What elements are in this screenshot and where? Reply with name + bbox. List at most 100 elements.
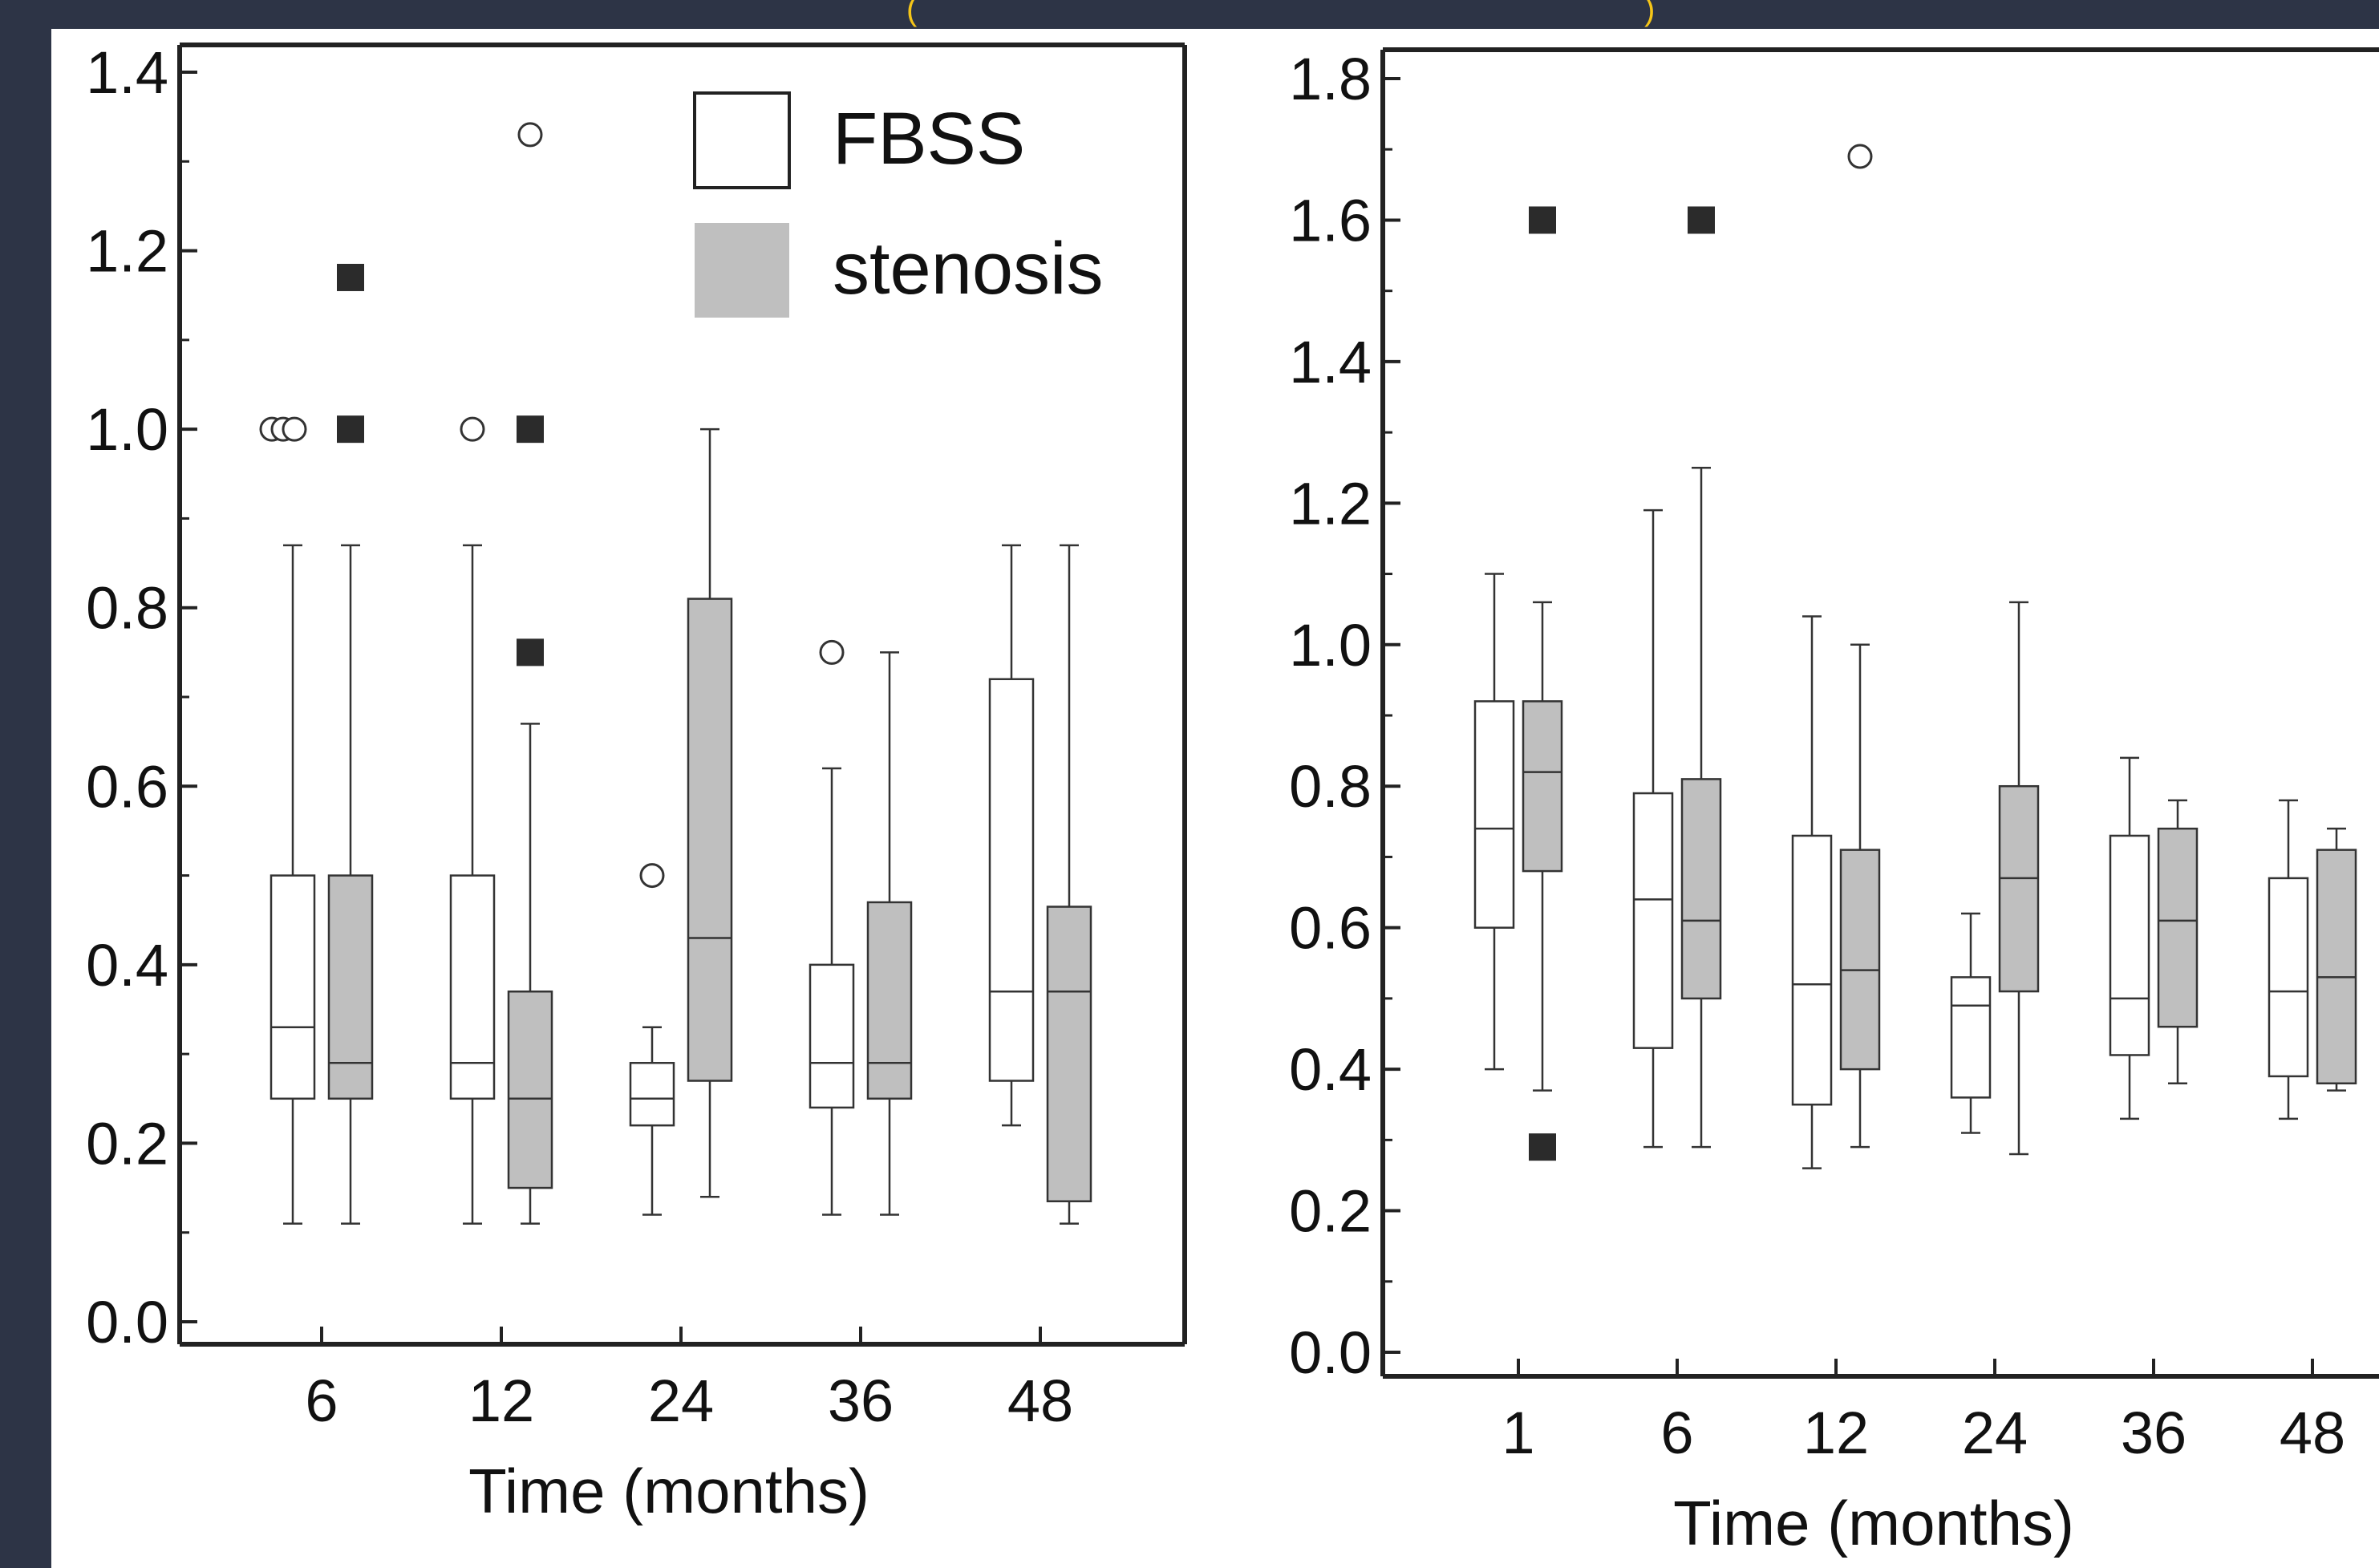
box-iqr <box>687 598 733 1082</box>
box-iqr <box>327 874 374 1100</box>
outlier-point <box>819 639 845 665</box>
box-FBSS-12 <box>1791 615 1833 1169</box>
box-stenosis-6 <box>327 263 374 1225</box>
box-iqr <box>629 1062 675 1127</box>
box-FBSS-36 <box>809 639 855 1216</box>
box-iqr <box>1998 784 2040 993</box>
legend: FBSS stenosis <box>693 91 1104 318</box>
box-iqr <box>1950 976 1992 1099</box>
box-stenosis-12 <box>1839 144 1881 1149</box>
box-stenosis-12 <box>507 122 553 1225</box>
banner-paren-close: ) <box>1644 0 1656 27</box>
box-FBSS-6 <box>1632 508 1674 1149</box>
box-FBSS-36 <box>2109 756 2150 1120</box>
box-iqr <box>1839 849 1881 1071</box>
box-iqr <box>809 963 855 1109</box>
box-iqr <box>2109 834 2150 1056</box>
box-iqr <box>866 901 913 1100</box>
box-stenosis-1 <box>1522 206 1563 1161</box>
box-stenosis-48 <box>1046 544 1092 1225</box>
x-tick-label: 6 <box>305 1367 338 1434</box>
y-tick-label: 0.2 <box>1289 1178 1372 1245</box>
box-stenosis-48 <box>2316 827 2357 1092</box>
x-tick-label: 36 <box>828 1367 894 1434</box>
box-iqr <box>2316 849 2357 1085</box>
box-stenosis-24 <box>687 427 733 1198</box>
x-tick-label: 24 <box>648 1367 714 1434</box>
box-FBSS-24 <box>629 863 675 1216</box>
x-axis-label: Time (months) <box>468 1456 869 1526</box>
box-stenosis-36 <box>2157 799 2199 1085</box>
box-stenosis-24 <box>1998 601 2040 1156</box>
top-banner: ( ) <box>0 0 2379 29</box>
legend-label-FBSS: FBSS <box>833 98 1025 180</box>
y-tick-label: 1.6 <box>1289 187 1372 253</box>
extreme-point <box>517 415 544 444</box>
y-tick-label: 1.2 <box>86 218 168 285</box>
chart-panel-left: 0.0 0.2 0.4 0.6 0.8 1.0 1.2 1.4 6 12 24 36 48 Time (m… <box>51 29 1246 1568</box>
x-tick-label: 48 <box>1007 1367 1073 1434</box>
y-tick-label: 0.4 <box>86 932 168 999</box>
outlier-point <box>639 863 665 889</box>
banner-paren-open: ( <box>906 0 918 27</box>
box-iqr <box>988 678 1035 1082</box>
outlier-point <box>1847 144 1873 169</box>
box-FBSS-1 <box>1473 573 1515 1071</box>
y-tick-label: 0.0 <box>86 1289 168 1355</box>
extreme-point <box>1529 1133 1556 1161</box>
box-iqr <box>2268 877 2309 1078</box>
y-tick-label: 0.6 <box>1289 895 1372 962</box>
box-FBSS-24 <box>1950 912 1992 1134</box>
x-tick-label: 12 <box>1803 1400 1869 1466</box>
extreme-point <box>517 638 544 667</box>
y-tick-label: 0.4 <box>1289 1036 1372 1103</box>
legend-label-stenosis: stenosis <box>833 228 1104 310</box>
x-tick-label: 1 <box>1502 1400 1534 1466</box>
y-tick-label: 0.0 <box>1289 1319 1372 1386</box>
y-tick-label: 0.6 <box>86 753 168 820</box>
box-iqr <box>507 990 553 1189</box>
legend-swatch-stenosis <box>695 223 789 318</box>
y-tick-label: 1.0 <box>1289 612 1372 679</box>
box-FBSS-6 <box>259 416 316 1225</box>
y-tick-label: 1.2 <box>1289 470 1372 537</box>
box-iqr <box>1522 700 1563 873</box>
box-iqr <box>1632 792 1674 1049</box>
extreme-point <box>337 263 364 291</box>
box-FBSS-48 <box>2268 799 2309 1120</box>
box-iqr <box>449 874 496 1100</box>
box-iqr <box>1680 778 1722 1000</box>
outlier-point <box>517 122 543 148</box>
extreme-point <box>1529 206 1556 234</box>
y-tick-label: 1.8 <box>1289 46 1372 112</box>
box-iqr <box>270 874 316 1100</box>
x-tick-label: 6 <box>1660 1400 1693 1466</box>
y-tick-label: 0.8 <box>86 575 168 642</box>
y-tick-label: 1.0 <box>86 396 168 463</box>
box-iqr <box>2157 827 2199 1028</box>
boxplot-right: 0.0 0.2 0.4 0.6 0.8 1.0 1.2 1.4 1.6 1.8 1 6 12 24 36 48… <box>1289 46 2379 1558</box>
x-tick-label: 48 <box>2280 1400 2345 1466</box>
y-tick-label: 0.2 <box>86 1110 168 1177</box>
y-tick-label: 1.4 <box>86 39 168 106</box>
box-iqr <box>1791 834 1833 1106</box>
box-stenosis-6 <box>1680 206 1722 1149</box>
boxplot-left: 0.0 0.2 0.4 0.6 0.8 1.0 1.2 1.4 6 12 24 36 48 Time (m… <box>86 39 1187 1526</box>
x-tick-label: 12 <box>468 1367 534 1434</box>
box-FBSS-48 <box>988 544 1035 1127</box>
extreme-point <box>337 415 364 444</box>
x-tick-label: 24 <box>1962 1400 2028 1466</box>
box-stenosis-36 <box>866 651 913 1216</box>
box-FBSS-12 <box>449 416 496 1225</box>
x-axis-label: Time (months) <box>1673 1488 2074 1558</box>
chart-panel-right: 0.0 0.2 0.4 0.6 0.8 1.0 1.2 1.4 1.6 1.8 1 6 12 24 36 48… <box>1246 29 2379 1568</box>
y-tick-label: 0.8 <box>1289 753 1372 820</box>
box-iqr <box>1046 906 1092 1203</box>
outlier-point <box>460 416 485 442</box>
box-iqr <box>1473 700 1515 929</box>
legend-swatch-FBSS <box>693 91 791 189</box>
outlier-point <box>282 416 307 442</box>
x-tick-label: 36 <box>2121 1400 2186 1466</box>
extreme-point <box>1688 206 1715 234</box>
y-tick-label: 1.4 <box>1289 329 1372 395</box>
